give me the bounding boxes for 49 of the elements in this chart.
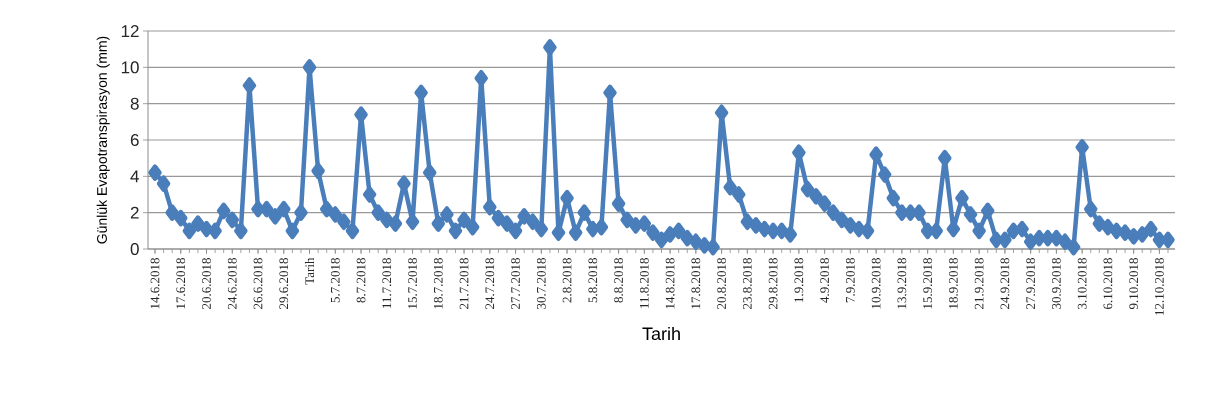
x-tick-label: 29.8.2018 <box>768 258 778 309</box>
x-tick-label: 7.9.2018 <box>845 258 855 303</box>
x-tick-label: 15.9.2018 <box>923 258 933 309</box>
x-tick-label: 6.10.2018 <box>1103 258 1113 309</box>
x-tick-label: 24.7.2018 <box>485 258 495 309</box>
x-axis-title: Tarih <box>642 326 680 341</box>
x-tick-label: 27.9.2018 <box>1026 258 1036 309</box>
x-tick-label: 11.8.2018 <box>639 258 649 308</box>
x-tick-label: 24.9.2018 <box>1000 258 1010 309</box>
x-tick-label: 10.9.2018 <box>871 258 881 309</box>
x-tick-label: 21.7.2018 <box>459 258 469 309</box>
x-tick-label: 30.9.2018 <box>1052 258 1061 309</box>
x-tick-label: 24.6.2018 <box>227 258 237 309</box>
x-tick-label: 13.9.2018 <box>897 258 907 309</box>
x-tick-label: 14.8.2018 <box>665 258 675 309</box>
x-tick-label: 5.8.2018 <box>588 258 598 303</box>
y-tick-label: 0 <box>130 242 139 256</box>
x-tick-label: 26.6.2018 <box>253 258 263 309</box>
x-tick-label: 1.9.2018 <box>794 258 804 302</box>
x-tick-label: 11.7.2018 <box>382 258 392 308</box>
x-tick-label: 30.7.2018 <box>536 258 546 309</box>
x-tick-label: 15.7.2018 <box>408 258 417 309</box>
y-tick-label: 8 <box>130 97 139 110</box>
y-tick-label: 2 <box>130 206 139 219</box>
x-tick-label: 2.8.2018 <box>562 258 572 303</box>
x-tick-label: 29.6.2018 <box>279 258 289 309</box>
y-tick-label: 4 <box>130 170 139 183</box>
y-tick-label: 6 <box>130 133 139 147</box>
x-tick-label: 18.9.2018 <box>948 258 958 309</box>
x-tick-label: 9.10.2018 <box>1129 258 1139 310</box>
x-tick-label: 14.6.2018 <box>150 258 160 309</box>
x-tick-label: 4.9.2018 <box>820 258 830 303</box>
x-tick-label: Tarih <box>304 257 315 285</box>
y-tick-label: 12 <box>121 25 139 37</box>
x-tick-label: 8.8.2018 <box>614 258 623 303</box>
x-tick-label: 27.7.2018 <box>511 258 520 309</box>
x-tick-label: 17.6.2018 <box>176 258 186 309</box>
x-tick-label: 17.8.2018 <box>691 258 701 309</box>
x-tick-label: 8.7.2018 <box>356 258 366 303</box>
x-tick-label: 18.7.2018 <box>433 258 443 309</box>
x-tick-label: 5.7.2018 <box>330 258 340 303</box>
y-axis-title: Günlük Evapotranspirasyon (mm) <box>96 36 110 244</box>
x-tick-label: 3.10.2018 <box>1077 258 1087 309</box>
x-tick-label: 23.8.2018 <box>742 258 752 309</box>
x-tick-label: 20.8.2018 <box>717 258 727 309</box>
x-tick-label: 12.10.2018 <box>1155 258 1164 315</box>
y-tick-label: 10 <box>121 61 139 74</box>
x-tick-label: 21.9.2018 <box>974 258 984 309</box>
x-tick-label: 20.6.2018 <box>202 258 211 309</box>
